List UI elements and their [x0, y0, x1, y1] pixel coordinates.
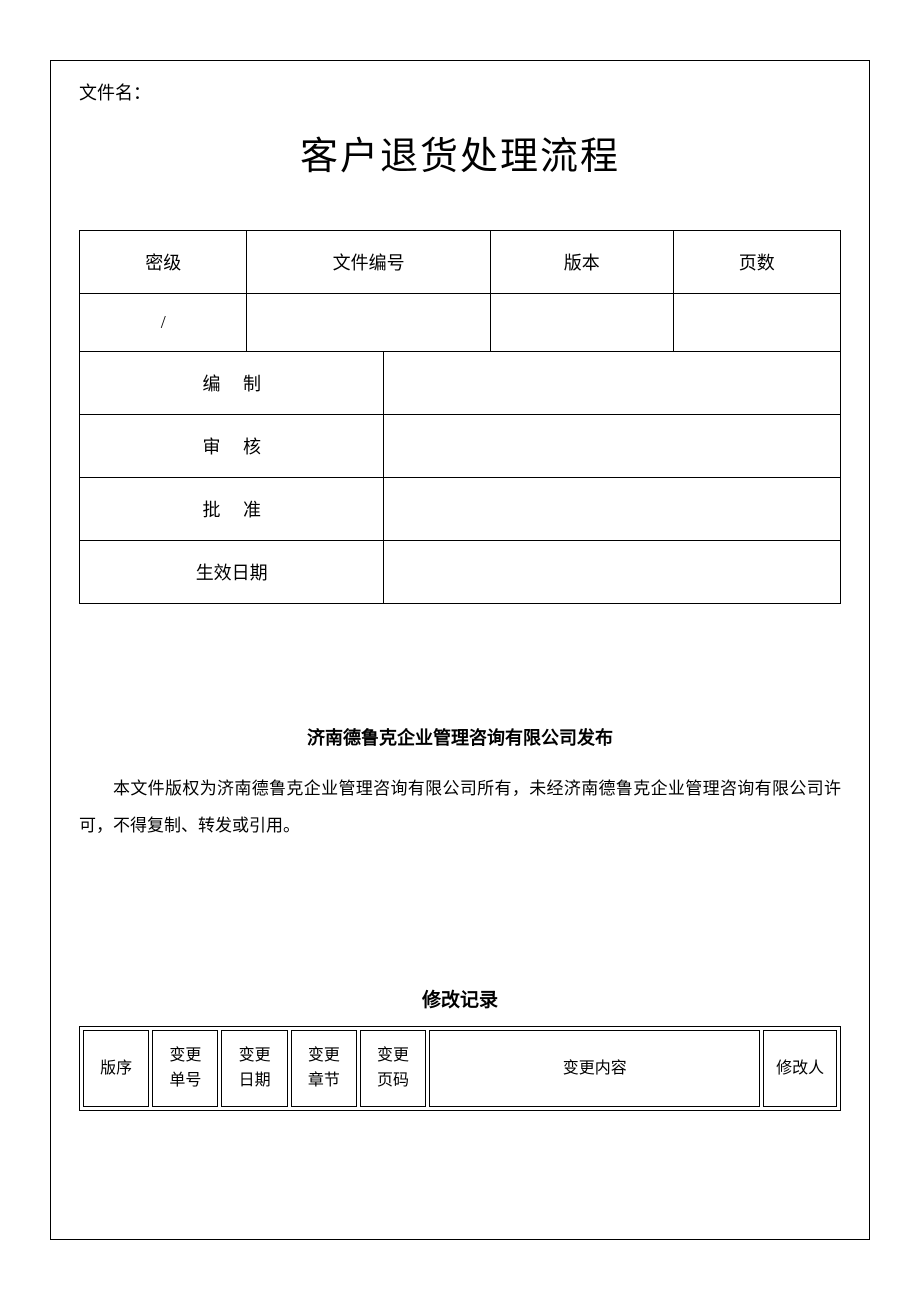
cell-kv-label: 审 核 [80, 415, 384, 478]
info-kv-row: 批 准 [80, 478, 841, 541]
record-col-5: 变更内容 [429, 1030, 760, 1107]
record-table: 版序 变更单号 变更日期 变更章节 变更页码 变更内容 修改人 [79, 1026, 841, 1111]
record-col-1: 变更单号 [152, 1030, 218, 1107]
page-border: 文件名： 客户退货处理流程 密级 文件编号 版本 页数 / 编 制 审 核 [50, 60, 870, 1240]
copyright-text: 本文件版权为济南德鲁克企业管理咨询有限公司所有，未经济南德鲁克企业管理咨询有限公… [79, 770, 841, 845]
record-col-0: 版序 [83, 1030, 149, 1107]
publisher-line: 济南德鲁克企业管理咨询有限公司发布 [79, 724, 841, 750]
cell-pages [673, 294, 840, 352]
document-title: 客户退货处理流程 [79, 125, 841, 180]
cell-security-level: / [80, 294, 247, 352]
file-name-label: 文件名： [79, 79, 841, 105]
info-kv-row: 编 制 [80, 352, 841, 415]
record-col-4: 变更页码 [360, 1030, 426, 1107]
cell-doc-number-header: 文件编号 [247, 231, 491, 294]
cell-security-level-header: 密级 [80, 231, 247, 294]
info-value-row: / [80, 294, 841, 352]
kv-label-b: 准 [243, 500, 261, 520]
record-col-6: 修改人 [763, 1030, 837, 1107]
kv-label-a: 批 [202, 500, 220, 520]
cell-kv-value [384, 415, 841, 478]
cell-kv-label: 编 制 [80, 352, 384, 415]
record-col-2: 变更日期 [221, 1030, 287, 1107]
cell-kv-value [384, 478, 841, 541]
cell-version [490, 294, 673, 352]
info-header-row: 密级 文件编号 版本 页数 [80, 231, 841, 294]
cell-version-header: 版本 [490, 231, 673, 294]
cell-pages-header: 页数 [673, 231, 840, 294]
cell-doc-number [247, 294, 491, 352]
info-table: 密级 文件编号 版本 页数 / 编 制 审 核 批 准 [79, 230, 841, 604]
record-col-3: 变更章节 [291, 1030, 357, 1107]
record-header-row: 版序 变更单号 变更日期 变更章节 变更页码 变更内容 修改人 [83, 1030, 837, 1107]
kv-label-a: 审 [202, 437, 220, 457]
kv-label-b: 核 [243, 437, 261, 457]
cell-kv-value [384, 541, 841, 604]
info-kv-row: 生效日期 [80, 541, 841, 604]
record-title: 修改记录 [79, 985, 841, 1012]
cell-kv-label: 生效日期 [80, 541, 384, 604]
cell-kv-value [384, 352, 841, 415]
kv-label-b: 制 [243, 374, 261, 394]
info-kv-row: 审 核 [80, 415, 841, 478]
kv-label-a: 编 [202, 374, 220, 394]
cell-kv-label: 批 准 [80, 478, 384, 541]
